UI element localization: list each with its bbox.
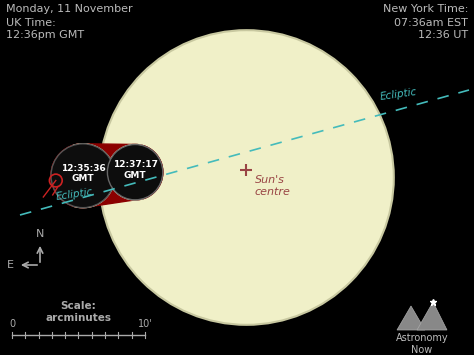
Polygon shape (51, 144, 115, 208)
Text: 12:37:17
GMT: 12:37:17 GMT (113, 160, 157, 180)
Text: 0: 0 (9, 319, 15, 329)
Polygon shape (108, 144, 163, 200)
Text: N: N (36, 229, 44, 239)
Text: Monday, 11 November: Monday, 11 November (6, 4, 133, 14)
Polygon shape (397, 306, 425, 330)
Text: 12:36pm GMT: 12:36pm GMT (6, 30, 84, 40)
Text: 10': 10' (137, 319, 152, 329)
Text: Ecliptic: Ecliptic (55, 187, 93, 202)
Text: Astronomy
Now: Astronomy Now (396, 333, 448, 355)
Text: UK Time:: UK Time: (6, 18, 56, 28)
Text: 12:35:36
GMT: 12:35:36 GMT (61, 164, 105, 184)
Text: Ecliptic: Ecliptic (379, 87, 418, 102)
Text: 12:36 UT: 12:36 UT (418, 30, 468, 40)
Polygon shape (73, 144, 144, 208)
Circle shape (108, 144, 163, 200)
Text: Sun's
centre: Sun's centre (255, 175, 291, 197)
Polygon shape (51, 144, 163, 208)
Circle shape (99, 30, 394, 325)
Circle shape (51, 144, 115, 208)
Polygon shape (417, 302, 447, 330)
Text: New York Time:: New York Time: (383, 4, 468, 14)
Text: 07:36am EST: 07:36am EST (394, 18, 468, 28)
Text: E: E (7, 260, 14, 270)
Text: Scale:
arcminutes: Scale: arcminutes (46, 301, 111, 323)
